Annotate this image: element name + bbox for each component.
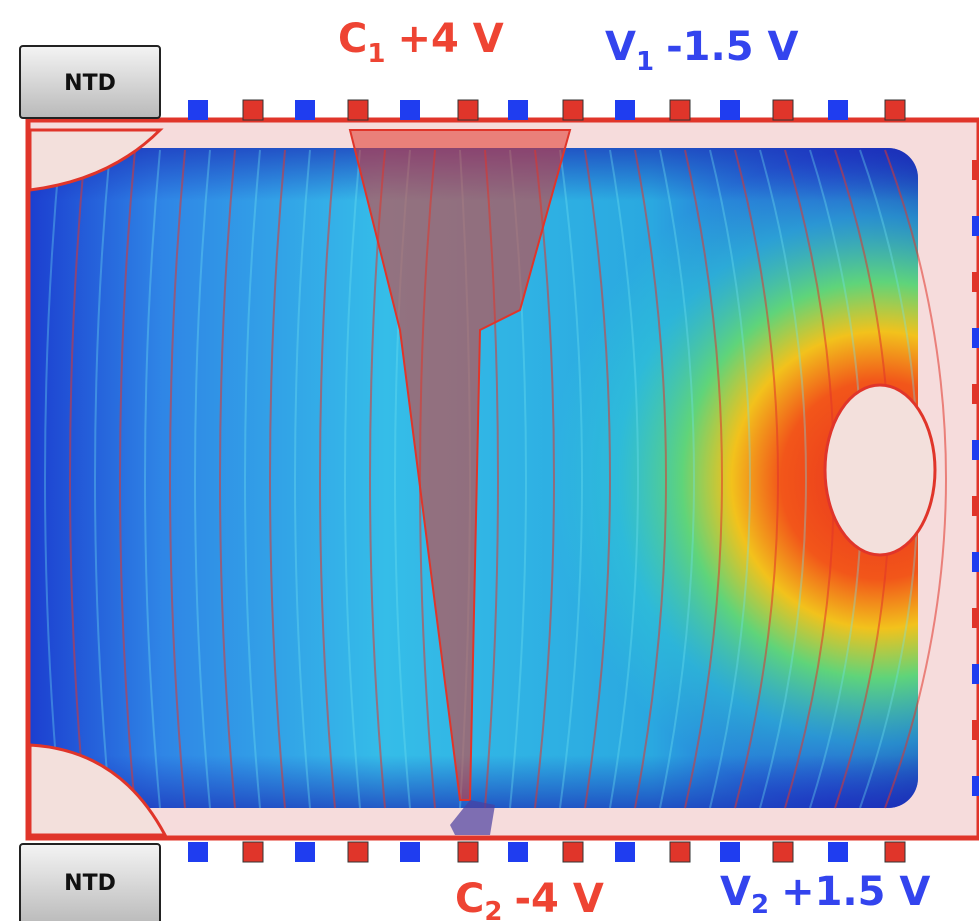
electrode — [773, 842, 793, 862]
v2-label: V2 +1.5 V — [720, 869, 930, 920]
voltage: -1.5 V — [666, 24, 798, 70]
subscript: 2 — [751, 890, 769, 920]
electrode — [243, 100, 263, 120]
ntd-top: NTD — [20, 46, 160, 118]
electrode — [295, 100, 315, 120]
electrode — [720, 100, 740, 120]
hot-pocket — [825, 385, 935, 555]
electrode — [508, 100, 528, 120]
electrode — [828, 842, 848, 862]
electrode — [885, 842, 905, 862]
symbol: C — [338, 16, 367, 62]
electrode — [720, 842, 740, 862]
ntd-label: NTD — [64, 871, 116, 896]
electrode — [972, 216, 979, 236]
ntd-bottom: NTD — [20, 844, 160, 921]
symbol: V — [720, 869, 751, 915]
voltage: +4 V — [397, 16, 503, 62]
subscript: 1 — [367, 39, 385, 69]
electrode — [563, 100, 583, 120]
electrode — [508, 842, 528, 862]
electrode — [188, 842, 208, 862]
electrode — [828, 100, 848, 120]
subscript: 2 — [484, 897, 502, 921]
electrode — [972, 608, 979, 628]
c2-label: C2 -4 V — [455, 876, 604, 921]
voltage: +1.5 V — [781, 869, 930, 915]
subscript: 1 — [636, 47, 654, 77]
electrode — [885, 100, 905, 120]
symbol: C — [455, 876, 484, 921]
page: NTD NTD C1+4 V V1-1.5 V C2-4 V V2+1.5 V … — [0, 0, 979, 921]
electrode — [972, 384, 979, 404]
electrode — [972, 328, 979, 348]
electrode — [972, 664, 979, 684]
electrode — [972, 720, 979, 740]
electrode — [972, 440, 979, 460]
symbol: V — [605, 24, 636, 70]
electrode — [400, 100, 420, 120]
electrode — [188, 100, 208, 120]
electrode — [348, 100, 368, 120]
electrode — [400, 842, 420, 862]
electrode — [972, 160, 979, 180]
electrode — [972, 552, 979, 572]
field-map — [28, 120, 979, 838]
electrode — [773, 100, 793, 120]
electrode — [972, 496, 979, 516]
electrode — [972, 776, 979, 796]
electrode — [348, 842, 368, 862]
electrode — [243, 842, 263, 862]
electrode — [295, 842, 315, 862]
electrode — [458, 100, 478, 120]
electrode — [615, 100, 635, 120]
v1-label: V1 -1.5 V — [605, 24, 798, 77]
electrode — [615, 842, 635, 862]
electrode — [563, 842, 583, 862]
electrode — [670, 100, 690, 120]
electrode — [670, 842, 690, 862]
electrode — [458, 842, 478, 862]
figure: NTD NTD C1+4 V V1-1.5 V C2-4 V V2+1.5 V — [0, 0, 979, 921]
voltage: -4 V — [514, 876, 603, 921]
electrode — [972, 272, 979, 292]
c1-label: C1 +4 V — [338, 16, 504, 69]
ntd-label: NTD — [64, 71, 116, 96]
